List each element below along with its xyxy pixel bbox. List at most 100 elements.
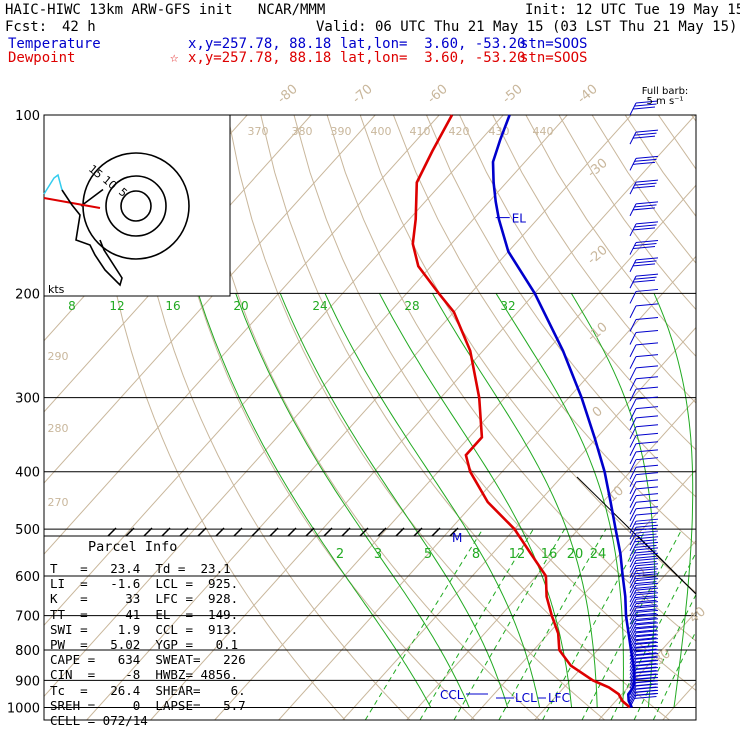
wind-barb-feather bbox=[635, 512, 659, 516]
wind-barb-feather bbox=[634, 663, 657, 667]
wind-barb-feather bbox=[635, 563, 659, 567]
wind-barb-feather bbox=[635, 680, 659, 684]
wind-barb-feather bbox=[634, 621, 657, 625]
wind-barb-shaft bbox=[629, 651, 637, 665]
hatch-mark bbox=[431, 527, 441, 537]
wind-barb-feather bbox=[635, 100, 659, 104]
wind-barb-feather bbox=[634, 550, 657, 554]
wind-barb-feather bbox=[634, 604, 657, 608]
hodograph-trace-black bbox=[80, 188, 104, 207]
hatch-mark bbox=[107, 527, 117, 537]
temperature-station: stn=SOOS bbox=[520, 36, 588, 52]
wind-barb-feather bbox=[635, 573, 659, 577]
wind-barb-feather bbox=[635, 601, 659, 605]
wind-barb-feather bbox=[635, 396, 659, 400]
wind-barb-shaft bbox=[629, 388, 637, 402]
ccl-annotation: CCL bbox=[440, 688, 464, 702]
wind-barb-feather bbox=[632, 161, 656, 165]
wind-barb-feather bbox=[635, 506, 659, 510]
wind-barb-shaft bbox=[629, 589, 637, 603]
moist-adiabat-label: 8 bbox=[68, 299, 76, 313]
wind-barb-feather bbox=[635, 386, 659, 390]
temperature-line bbox=[491, 114, 636, 708]
wind-barb-shaft bbox=[629, 378, 637, 391]
wind-barb-shaft bbox=[629, 538, 637, 552]
wind-barb-feather bbox=[635, 614, 659, 618]
wind-barb-feather bbox=[635, 634, 659, 638]
wind-barb-shaft bbox=[629, 467, 637, 480]
wind-barb-shaft bbox=[629, 514, 637, 528]
wind-barb-feather bbox=[635, 552, 659, 556]
wind-barb-feather bbox=[634, 103, 657, 107]
mixing-ratio-label: 2 bbox=[336, 547, 344, 562]
mixing-ratio-line bbox=[453, 528, 566, 720]
wind-barb-feather bbox=[634, 576, 657, 580]
theta-label: 270 bbox=[48, 496, 69, 509]
wind-barb-feather bbox=[634, 641, 657, 645]
wind-barb-feather bbox=[635, 592, 659, 596]
pressure-label: 400 bbox=[15, 466, 40, 481]
isotherm-label: -40 bbox=[575, 82, 601, 107]
wind-barb-feather bbox=[634, 158, 657, 162]
fcst-value: 42 h bbox=[62, 19, 96, 35]
wind-barb-feather bbox=[635, 406, 659, 410]
isotherm-line bbox=[598, 611, 696, 720]
parcel-info-row: LI = -1.6 LCL = 925. bbox=[50, 576, 239, 592]
wind-barb-feather bbox=[635, 472, 659, 476]
valid-time: Valid: 06 UTC Thu 21 May 15 (03 LST Thu … bbox=[316, 19, 738, 35]
hatch-mark bbox=[125, 527, 135, 537]
hatch-mark bbox=[359, 527, 369, 537]
wind-barb-feather bbox=[634, 276, 657, 280]
moist-adiabat-line bbox=[700, 293, 740, 707]
wind-barb-shaft bbox=[629, 603, 637, 616]
wind-barb-feather bbox=[634, 224, 657, 228]
wind-barb-feather bbox=[635, 317, 659, 321]
wind-barb-shaft bbox=[629, 669, 637, 682]
hatch-mark bbox=[197, 527, 207, 537]
wind-barb-shaft bbox=[629, 624, 637, 638]
temperature-latlon: lat,lon= 3.60, -53.20 bbox=[340, 36, 526, 52]
moist-adiabat-line bbox=[324, 293, 541, 708]
moist-adiabat-label: 16 bbox=[165, 299, 180, 313]
hatch-mark bbox=[215, 527, 225, 537]
hatch-mark bbox=[305, 527, 315, 537]
wind-barb-shaft bbox=[629, 688, 637, 702]
wind-barb-shaft bbox=[629, 570, 637, 584]
isotherm-line bbox=[86, 115, 632, 720]
isotherm-line bbox=[150, 115, 696, 720]
pressure-label: 800 bbox=[15, 644, 40, 659]
wind-barb-feather bbox=[635, 609, 659, 613]
dry-adiabat-line bbox=[459, 115, 696, 451]
isotherm-line bbox=[662, 682, 696, 720]
dry-adiabat-line bbox=[127, 115, 411, 720]
wind-barb-feather bbox=[635, 273, 659, 277]
dry-adiabat-line bbox=[326, 115, 696, 642]
wind-barb-shaft bbox=[629, 672, 637, 686]
wind-barb-shaft bbox=[629, 555, 637, 568]
isotherm-label: -80 bbox=[275, 82, 301, 107]
hodograph-ring bbox=[120, 190, 152, 222]
wind-barb-shaft bbox=[629, 332, 637, 345]
wind-barb-feather bbox=[634, 695, 657, 699]
wind-barb-shaft bbox=[629, 459, 637, 472]
wind-barb-feather bbox=[634, 652, 657, 656]
isotherm-label: -70 bbox=[350, 82, 376, 107]
parcel-info-row: T = 23.4 Td = 23.1 bbox=[50, 561, 231, 576]
wind-barb-feather bbox=[632, 106, 656, 110]
wind-barb-feather bbox=[635, 499, 659, 503]
wind-barb-feather bbox=[634, 633, 657, 637]
wind-barb-shaft bbox=[629, 665, 637, 679]
theta-label: 410 bbox=[410, 125, 431, 138]
parcel-info-row: K = 33 LFC = 928. bbox=[50, 591, 239, 607]
wind-barb-shaft bbox=[629, 620, 637, 633]
wind-barb-shaft bbox=[629, 580, 637, 593]
isotherm-line bbox=[727, 115, 740, 720]
dewpoint-xy: x,y=257.78, 88.18 bbox=[188, 50, 332, 66]
wind-barb-shaft bbox=[629, 435, 637, 448]
hatch-mark bbox=[269, 527, 279, 537]
dewpoint-station: stn=SOOS bbox=[520, 50, 588, 66]
wind-barb-feather bbox=[635, 692, 659, 696]
hodograph-trace-red bbox=[43, 197, 101, 209]
wind-barb-shaft bbox=[629, 356, 637, 369]
wind-barb-feather bbox=[634, 612, 657, 616]
